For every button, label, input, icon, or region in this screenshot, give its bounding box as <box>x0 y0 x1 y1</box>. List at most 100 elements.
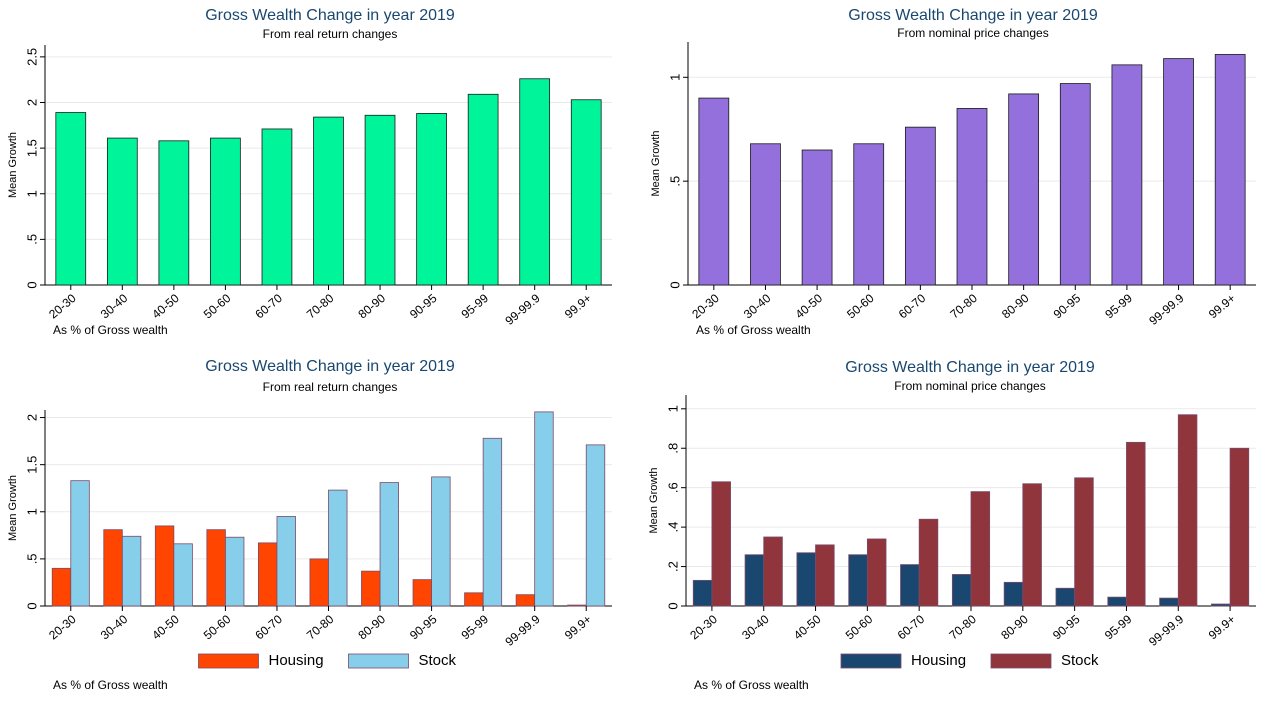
y-tick-label: 0 <box>24 602 39 609</box>
legend-swatch <box>840 653 902 669</box>
bar <box>1126 441 1146 607</box>
chart-subtitle: From real return changes <box>263 27 398 41</box>
chart-subtitle: From nominal price changes <box>897 26 1048 40</box>
bar <box>904 126 936 286</box>
bar <box>309 558 329 607</box>
x-tick-label: 99-99.9 <box>1146 612 1186 649</box>
bar <box>750 143 781 286</box>
x-tick-label: 99-99.9 <box>1146 291 1186 328</box>
x-tick-label: 95-99 <box>459 612 492 643</box>
chart-subtitle: From nominal price changes <box>894 379 1045 393</box>
legend-label: Stock <box>1061 652 1099 669</box>
bar <box>970 491 991 607</box>
legend-label: Housing <box>911 652 966 669</box>
bar <box>154 525 175 607</box>
chart-title: Gross Wealth Change in year 2019 <box>205 358 455 375</box>
x-tick-label: 70-80 <box>946 612 979 643</box>
bar <box>431 476 451 607</box>
bar <box>106 137 138 286</box>
x-tick-label: 40-50 <box>791 612 824 643</box>
y-tick-label: .8 <box>665 443 680 454</box>
bar <box>853 143 885 286</box>
y-tick-label: 1 <box>24 508 39 515</box>
bar <box>951 574 972 607</box>
bar <box>956 108 988 286</box>
bar <box>570 99 602 286</box>
x-tick-label: 95-99 <box>459 291 492 322</box>
y-tick-label: 2 <box>24 99 39 106</box>
x-tick-label: 50-60 <box>201 612 234 643</box>
bar <box>210 137 241 286</box>
x-tick-label: 90-95 <box>407 612 440 643</box>
x-tick-label: 90-95 <box>407 291 440 322</box>
bar <box>313 116 344 286</box>
x-tick-label: 70-80 <box>947 291 980 322</box>
bar <box>467 93 499 286</box>
bar <box>121 535 142 607</box>
chart-title: Gross Wealth Change in year 2019 <box>845 359 1095 376</box>
x-tick-label: 99.9+ <box>562 612 594 642</box>
x-tick-label: 90-95 <box>1050 612 1083 643</box>
bar <box>482 437 503 607</box>
x-tick-label: 99.9+ <box>1206 291 1238 321</box>
bar <box>225 536 245 607</box>
y-tick-label: 1 <box>24 190 39 197</box>
x-tick-label: 20-30 <box>687 612 720 643</box>
bar <box>1059 83 1091 286</box>
x-tick-label: 99.9+ <box>562 291 594 321</box>
bar <box>692 579 713 607</box>
legend-label: Stock <box>419 652 457 669</box>
x-tick-label: 80-90 <box>998 612 1031 643</box>
x-tick-label: 30-40 <box>741 291 774 322</box>
x-tick-label: 30-40 <box>98 291 131 322</box>
bar <box>585 444 606 607</box>
x-tick-label: 20-30 <box>689 291 722 322</box>
x-tick-label: 20-30 <box>46 291 79 322</box>
bar <box>1022 483 1042 607</box>
x-tick-label: 99-99.9 <box>502 291 542 328</box>
bar <box>416 113 447 286</box>
bar <box>534 411 554 607</box>
note: As % of Gross wealth <box>53 678 168 692</box>
bar <box>364 114 396 286</box>
bar <box>1074 477 1094 607</box>
bar <box>412 579 432 607</box>
bar <box>1008 93 1040 286</box>
bar <box>464 592 484 607</box>
chart-subtitle: From real return changes <box>263 380 398 394</box>
bar <box>51 567 72 607</box>
bar <box>567 604 587 607</box>
chart-title: Gross Wealth Change in year 2019 <box>848 7 1098 24</box>
y-tick-label: 1 <box>667 74 682 81</box>
x-tick-label: 60-70 <box>895 612 928 643</box>
legend-label: Housing <box>269 652 324 669</box>
y-tick-label: .6 <box>665 482 680 493</box>
y-tick-label: 2.5 <box>24 48 39 66</box>
y-tick-label: 2 <box>24 414 39 421</box>
bar <box>328 489 348 607</box>
x-tick-label: 99-99.9 <box>502 612 542 649</box>
note: As % of Gross wealth <box>53 323 168 337</box>
chart-title: Gross Wealth Change in year 2019 <box>205 7 455 24</box>
legend-swatch <box>198 653 259 669</box>
x-tick-label: 80-90 <box>999 291 1032 322</box>
x-tick-label: 30-40 <box>739 612 772 643</box>
y-tick-label: .5 <box>667 176 682 187</box>
x-tick-label: 80-90 <box>355 291 388 322</box>
x-tick-label: 40-50 <box>793 291 826 322</box>
bar <box>866 538 887 607</box>
x-tick-label: 30-40 <box>98 612 131 643</box>
x-tick-label: 60-70 <box>896 291 929 322</box>
note: As % of Gross wealth <box>696 323 811 337</box>
bar <box>515 594 536 607</box>
bar <box>173 543 193 607</box>
bar <box>379 482 400 607</box>
bar <box>815 544 835 607</box>
y-axis-label: Mean Growth <box>650 130 662 196</box>
bar <box>698 97 730 286</box>
bar <box>1211 603 1231 607</box>
x-tick-label: 99.9+ <box>1206 612 1238 642</box>
legend-swatch <box>990 653 1052 669</box>
bar <box>276 516 296 607</box>
bar <box>796 552 816 607</box>
